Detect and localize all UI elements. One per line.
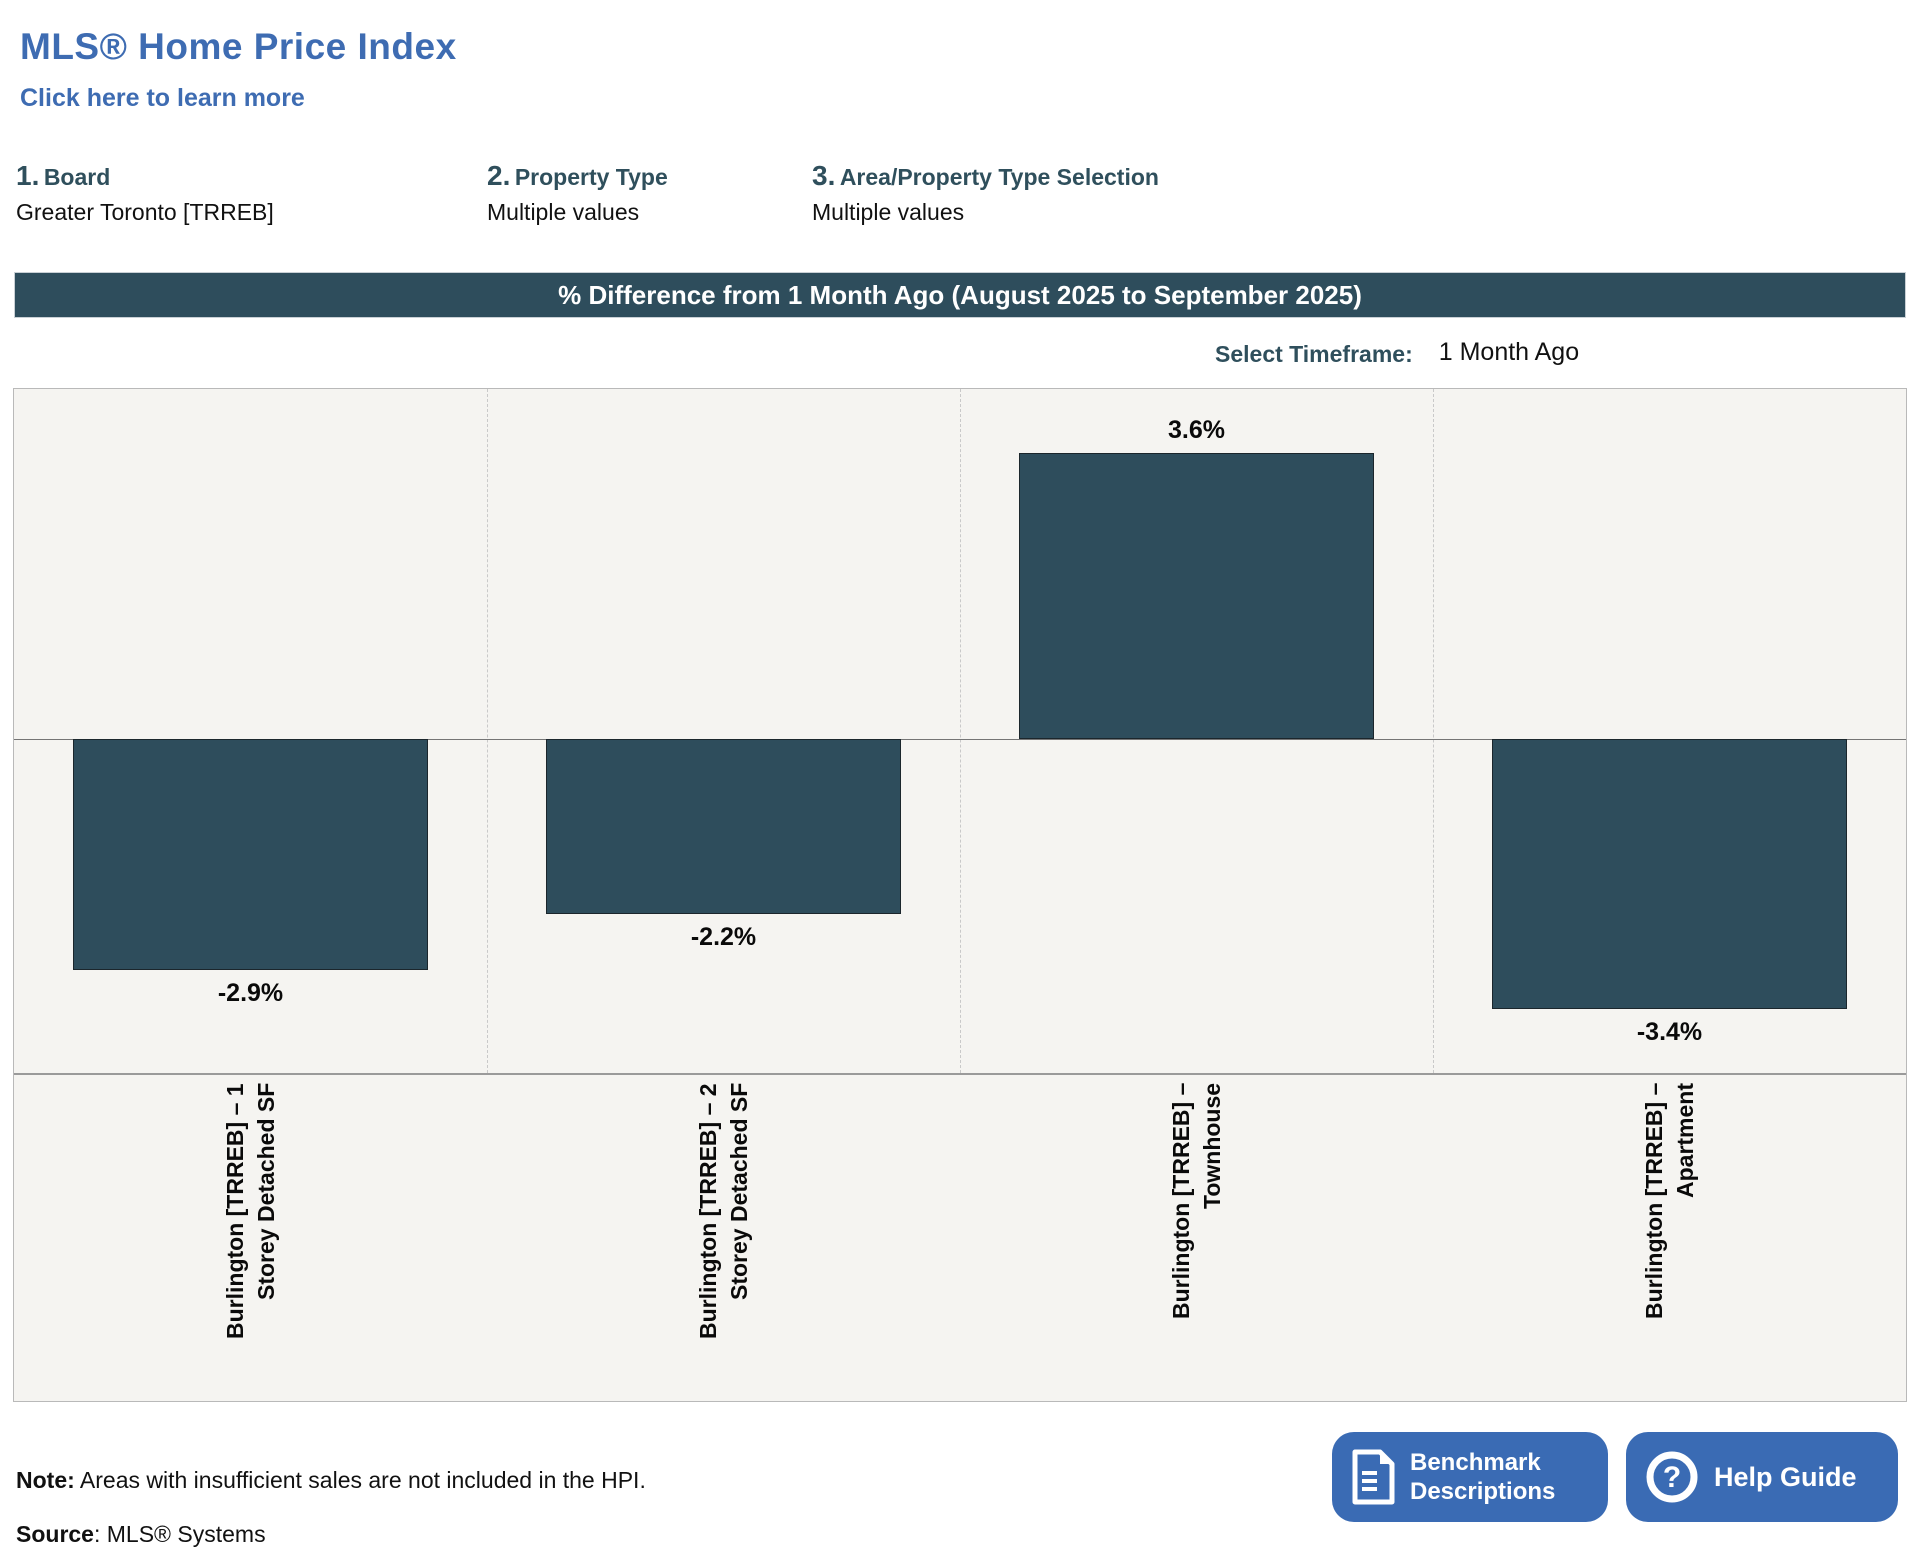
bar-value-label: -2.9% <box>217 979 284 1007</box>
svg-text:?: ? <box>1663 1461 1681 1494</box>
bar-value-label: -3.4% <box>1636 1018 1703 1046</box>
bar-value-label: 3.6% <box>1168 416 1225 444</box>
benchmark-descriptions-label: Benchmark Descriptions <box>1410 1449 1556 1505</box>
filter-board-value-dropdown[interactable]: Greater Toronto [TRREB] <box>16 199 274 225</box>
bar[interactable] <box>73 739 428 970</box>
category-label[interactable]: Burlington [TRREB] – 1 Storey Detached S… <box>221 1083 279 1339</box>
document-icon <box>1350 1449 1396 1505</box>
learn-more-link[interactable]: Click here to learn more <box>20 84 305 112</box>
help-guide-button[interactable]: ? Help Guide <box>1626 1432 1898 1522</box>
filter-property-type-number: 2. <box>487 160 511 191</box>
help-guide-label: Help Guide <box>1714 1461 1857 1492</box>
timeframe-select[interactable]: 1 Month Ago <box>1438 338 1580 366</box>
category-column: Burlington [TRREB] – 1 Storey Detached S… <box>14 1075 487 1401</box>
category-label[interactable]: Burlington [TRREB] – 2 Storey Detached S… <box>694 1083 752 1339</box>
timeframe-row: Select Timeframe: 1 Month Ago <box>1215 338 1579 368</box>
filter-area-selection-label: Area/Property Type Selection <box>839 164 1159 190</box>
column-divider-gridline <box>487 389 488 1073</box>
filter-board-header: 1. Board <box>16 160 274 192</box>
chart-category-axis: Burlington [TRREB] – 1 Storey Detached S… <box>14 1075 1906 1401</box>
zero-baseline <box>14 739 1906 740</box>
filter-board-label: Board <box>43 164 111 190</box>
filter-property-type: 2. Property Type Multiple values <box>487 160 668 226</box>
timeframe-label: Select Timeframe: <box>1215 341 1413 367</box>
bar-value-label: -2.2% <box>690 923 757 951</box>
filter-property-type-value-dropdown[interactable]: Multiple values <box>487 199 640 225</box>
chart-title-banner: % Difference from 1 Month Ago (August 20… <box>14 272 1906 318</box>
note-text: Note: Areas with insufficient sales are … <box>16 1467 646 1493</box>
bar[interactable] <box>1492 739 1847 1009</box>
filter-board: 1. Board Greater Toronto [TRREB] <box>16 160 274 226</box>
column-divider-gridline <box>960 389 961 1073</box>
filter-area-selection-value-dropdown[interactable]: Multiple values <box>812 199 965 225</box>
category-column: Burlington [TRREB] – 2 Storey Detached S… <box>487 1075 960 1401</box>
chart-title-text: % Difference from 1 Month Ago (August 20… <box>558 279 1362 310</box>
bar[interactable] <box>1019 453 1374 739</box>
benchmark-descriptions-button[interactable]: Benchmark Descriptions <box>1332 1432 1608 1522</box>
category-column: Burlington [TRREB] – Townhouse <box>960 1075 1433 1401</box>
column-divider-gridline <box>1433 389 1434 1073</box>
question-mark-icon: ? <box>1644 1449 1700 1505</box>
filter-board-number: 1. <box>16 160 40 191</box>
category-label[interactable]: Burlington [TRREB] – Apartment <box>1640 1083 1698 1320</box>
filter-area-selection: 3. Area/Property Type Selection Multiple… <box>812 160 1159 226</box>
category-column: Burlington [TRREB] – Apartment <box>1433 1075 1906 1401</box>
page-title: MLS® Home Price Index <box>20 26 457 67</box>
filter-area-selection-number: 3. <box>812 160 836 191</box>
chart-plot-area: -2.9% -2.2% 3.6% -3.4% <box>14 389 1906 1075</box>
filter-property-type-header: 2. Property Type <box>487 160 668 192</box>
bar[interactable] <box>546 739 901 914</box>
category-label[interactable]: Burlington [TRREB] – Townhouse <box>1167 1083 1225 1320</box>
filter-area-selection-header: 3. Area/Property Type Selection <box>812 160 1159 192</box>
bar-chart: -2.9% -2.2% 3.6% -3.4% Burlington [TRREB] –… <box>13 388 1907 1402</box>
filter-property-type-label: Property Type <box>514 164 668 190</box>
